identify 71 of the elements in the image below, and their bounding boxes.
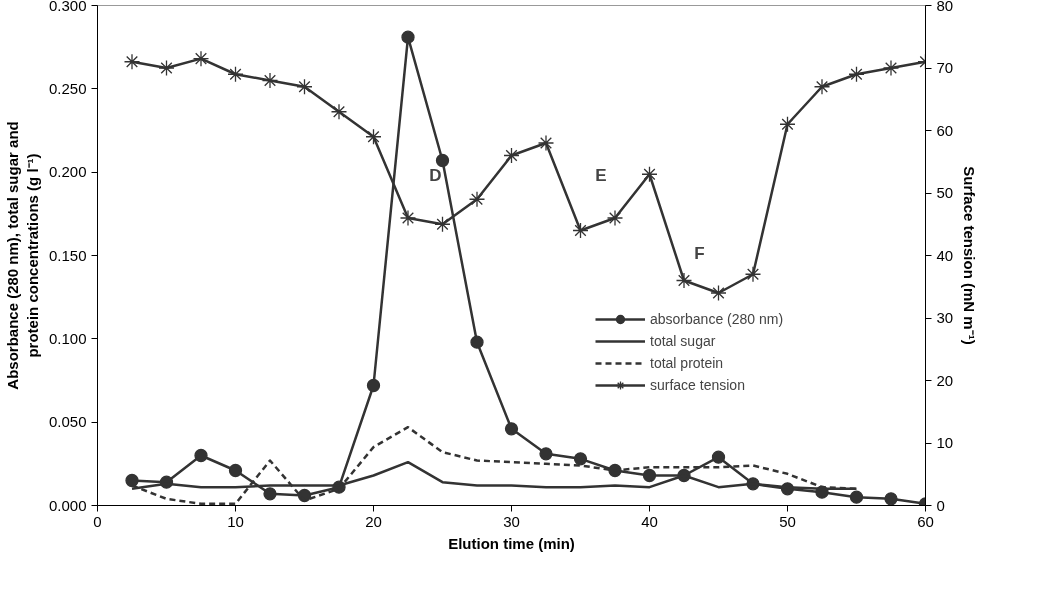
point	[194, 448, 208, 463]
legend-label: surface tension	[650, 377, 745, 393]
point	[606, 209, 624, 227]
point	[642, 468, 657, 483]
point	[539, 447, 553, 461]
point	[849, 490, 864, 504]
legend-label: absorbance (280 nm)	[650, 311, 784, 327]
point	[675, 272, 693, 289]
point	[537, 134, 555, 152]
y2-tick-label: 10	[936, 434, 954, 451]
point	[470, 335, 484, 349]
y2-tick-label: 60	[936, 121, 954, 139]
x-tick-label: 30	[503, 512, 520, 530]
y2-tick-label: 0	[936, 496, 945, 514]
y2-tick-label: 20	[936, 371, 954, 389]
x-tick-label: 40	[641, 512, 658, 530]
point	[813, 78, 831, 95]
point	[123, 53, 141, 70]
x-tick-label: 60	[917, 512, 934, 530]
point	[261, 72, 279, 89]
point	[884, 492, 898, 506]
point	[468, 191, 486, 208]
legend-label: total sugar	[650, 333, 716, 349]
y2-tick-label: 30	[936, 309, 954, 326]
y-tick-label: 0.150	[48, 246, 87, 264]
point	[779, 116, 796, 133]
point	[504, 422, 519, 436]
y-tick-label: 0.200	[48, 163, 87, 181]
point	[228, 463, 243, 478]
x-tick-label: 20	[365, 512, 382, 530]
point	[263, 487, 277, 501]
y-tick-label: 0.100	[48, 329, 87, 347]
point	[366, 378, 381, 393]
point	[573, 452, 588, 466]
x-axis-title: Elution time (min)	[448, 534, 575, 552]
point	[365, 128, 382, 145]
annotation: F	[694, 243, 705, 263]
point	[710, 284, 727, 302]
annotation: E	[595, 166, 607, 185]
point	[641, 166, 658, 183]
point	[434, 216, 451, 233]
y-tick-label: 0.050	[48, 413, 87, 431]
x-tick-label: 0	[93, 512, 102, 530]
y2-tick-label: 70	[936, 59, 954, 76]
point	[711, 450, 726, 464]
y-tick-label: 0.250	[48, 79, 87, 97]
x-tick-label: 50	[779, 512, 796, 530]
point	[158, 59, 175, 77]
y2-tick-label: 40	[936, 246, 954, 264]
point	[848, 66, 865, 83]
legend-label: total protein	[650, 355, 724, 371]
y2-axis-title: Surface tension (mN m⁻¹)	[961, 166, 979, 345]
point	[572, 222, 589, 239]
point	[744, 266, 762, 283]
point	[192, 50, 210, 67]
point	[882, 59, 900, 77]
point	[330, 103, 348, 120]
y-tick-label: 0.300	[48, 0, 87, 14]
annotation: D	[429, 166, 442, 185]
y-tick-label: 0.000	[48, 496, 87, 514]
point	[296, 78, 313, 95]
point	[125, 473, 139, 488]
point	[399, 209, 417, 227]
y-axis-title: Absorbance (280 nm), total sugar and protein concentrations (g l⁻¹)	[3, 121, 41, 390]
x-tick-label: 10	[227, 512, 244, 530]
point	[227, 66, 244, 83]
point	[503, 147, 520, 164]
y2-tick-label: 50	[936, 184, 954, 201]
point	[435, 153, 450, 168]
point	[401, 30, 415, 44]
y2-tick-label: 80	[936, 0, 954, 14]
